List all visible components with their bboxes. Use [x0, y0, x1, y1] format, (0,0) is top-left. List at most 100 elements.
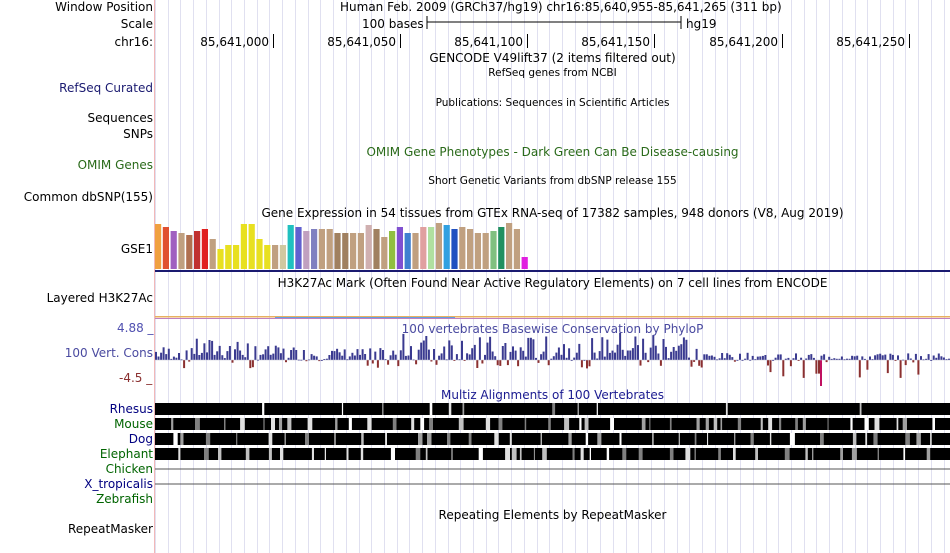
gtex-tissue-bar[interactable] [474, 233, 481, 269]
gtex-tissue-bar[interactable] [272, 245, 279, 269]
publications-track-title[interactable]: Publications: Sequences in Scientific Ar… [435, 97, 670, 109]
gtex-tissue-bar[interactable] [194, 231, 201, 269]
gtex-tissue-bar[interactable] [287, 225, 294, 269]
gtex-tissue-bar[interactable] [248, 224, 255, 269]
species-label-dog[interactable]: Dog [128, 432, 153, 446]
gtex-tissue-bar[interactable] [365, 225, 372, 269]
gtex-tissue-bar[interactable] [209, 239, 216, 269]
alignment-gap [840, 448, 843, 460]
cons-pos-bar [213, 354, 216, 360]
cons-pos-bar [713, 356, 716, 360]
dbsnp-track-title[interactable]: Short Genetic Variants from dbSNP releas… [428, 175, 677, 187]
gencode-track-title[interactable]: GENCODE V49lift37 (2 items filtered out) [429, 51, 676, 65]
multiz-alignment[interactable] [155, 402, 950, 494]
h3k27ac-signal[interactable] [155, 310, 950, 322]
gtex-tissue-bar[interactable] [311, 229, 318, 269]
cons-track-title[interactable]: 100 vertebrates Basewise Conservation by… [401, 322, 704, 336]
gtex-tissue-bar[interactable] [264, 245, 271, 269]
gtex-tissue-bar[interactable] [404, 233, 411, 269]
gtex-tissue-bar[interactable] [186, 235, 193, 269]
gtex-tissue-bar[interactable] [420, 227, 427, 269]
gtex-tissue-bar[interactable] [389, 231, 396, 269]
gtex-tissue-bar[interactable] [225, 245, 232, 269]
cons-label[interactable]: 100 Vert. Cons [64, 346, 153, 360]
cons-pos-bar [269, 354, 272, 360]
alignment-gap [606, 448, 610, 460]
gtex-track-title[interactable]: Gene Expression in 54 tissues from GTEx … [261, 206, 844, 220]
gtex-tissue-bar[interactable] [240, 224, 247, 269]
alignment-gap [271, 418, 275, 430]
cons-pos-bar [509, 351, 512, 360]
gtex-tissue-bar[interactable] [513, 229, 520, 269]
species-label-zebrafish[interactable]: Zebrafish [96, 492, 153, 506]
gtex-tissue-bar[interactable] [373, 229, 380, 269]
gtex-bar-chart[interactable] [155, 221, 950, 273]
species-label-rhesus[interactable]: Rhesus [109, 402, 153, 416]
gtex-tissue-bar[interactable] [396, 227, 403, 269]
gtex-tissue-bar[interactable] [233, 245, 240, 269]
alignment-gap [805, 448, 808, 460]
gtex-tissue-bar[interactable] [490, 231, 497, 269]
gtex-tissue-bar[interactable] [357, 233, 364, 269]
gtex-tissue-bar[interactable] [178, 233, 185, 269]
gtex-tissue-bar[interactable] [435, 223, 442, 269]
gtex-tissue-bar[interactable] [381, 237, 388, 269]
alignment-gap [784, 448, 790, 460]
species-label-chicken[interactable]: Chicken [105, 462, 153, 476]
omim-label[interactable]: OMIM Genes [77, 158, 153, 172]
species-label-mouse[interactable]: Mouse [114, 417, 153, 431]
dbsnp-label[interactable]: Common dbSNP(155) [23, 190, 153, 204]
gtex-tissue-bar[interactable] [506, 223, 513, 269]
gtex-tissue-bar[interactable] [482, 233, 489, 269]
alignment-gap [916, 433, 921, 445]
alignment-gap [685, 448, 691, 460]
gtex-tissue-bar[interactable] [201, 229, 208, 269]
gtex-tissue-bar[interactable] [162, 227, 169, 269]
alignment-gap [385, 433, 387, 445]
sequences-label[interactable]: Sequences [87, 111, 153, 125]
alignment-gap [478, 448, 483, 460]
gtex-tissue-bar[interactable] [318, 229, 325, 269]
refseq-label[interactable]: RefSeq Curated [59, 81, 153, 95]
gtex-tissue-bar[interactable] [279, 245, 286, 269]
gtex-tissue-bar[interactable] [342, 233, 349, 269]
conservation-plot[interactable] [155, 322, 950, 388]
omim-track-title[interactable]: OMIM Gene Phenotypes - Dark Green Can Be… [366, 145, 739, 159]
gtex-tissue-bar[interactable] [303, 231, 310, 269]
gtex-tissue-bar[interactable] [428, 227, 435, 269]
gtex-tissue-bar[interactable] [326, 229, 333, 269]
species-label-elephant[interactable]: Elephant [99, 447, 153, 461]
snps-label[interactable]: SNPs [123, 127, 153, 141]
gtex-tissue-bar[interactable] [459, 227, 466, 269]
gtex-tissue-bar[interactable] [350, 233, 357, 269]
gtex-tissue-bar[interactable] [334, 233, 341, 269]
species-label-x_tropicalis[interactable]: X_tropicalis [84, 477, 153, 491]
gtex-tissue-bar[interactable] [498, 227, 505, 269]
gtex-tissue-bar[interactable] [295, 227, 302, 269]
cons-pos-bar [254, 346, 257, 360]
cons-pos-bar [279, 353, 282, 360]
gtex-tissue-bar[interactable] [412, 233, 419, 269]
cons-pos-bar [874, 355, 877, 360]
assembly-position[interactable]: Human Feb. 2009 (GRCh37/hg19) chr16:85,6… [340, 0, 782, 14]
gtex-tissue-bar[interactable] [256, 239, 263, 269]
gtex-tissue-bar[interactable] [467, 229, 474, 269]
gtex-tissue-bar[interactable] [155, 224, 162, 269]
alignment-gap [755, 448, 758, 460]
gtex-tissue-bar[interactable] [443, 225, 450, 269]
alignment-gap [705, 418, 709, 430]
gtex-tissue-bar[interactable] [217, 249, 224, 269]
gtex-tissue-bar[interactable] [521, 257, 528, 269]
gtex-label[interactable]: GSE1 [120, 242, 153, 256]
cons-pos-bar [422, 340, 425, 360]
multiz-track-title[interactable]: Multiz Alignments of 100 Vertebrates [440, 388, 665, 402]
gtex-tissue-bar[interactable] [170, 231, 177, 269]
repeatmasker-track-title[interactable]: Repeating Elements by RepeatMasker [438, 508, 667, 522]
h3k27ac-track-title[interactable]: H3K27Ac Mark (Often Found Near Active Re… [277, 276, 828, 290]
gtex-tissue-bar[interactable] [451, 229, 458, 269]
position-tick-label: 85,641,200 [709, 35, 778, 49]
cons-neg-bar [249, 360, 252, 369]
repeatmasker-label[interactable]: RepeatMasker [67, 522, 153, 536]
refseq-track-title[interactable]: RefSeq genes from NCBI [488, 67, 617, 79]
h3k27ac-label[interactable]: Layered H3K27Ac [46, 291, 153, 305]
